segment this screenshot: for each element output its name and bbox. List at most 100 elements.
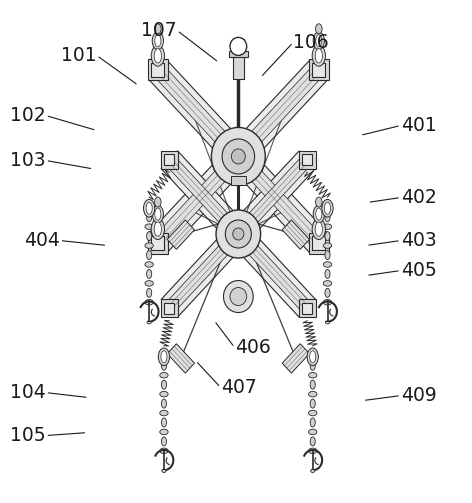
Ellipse shape: [145, 262, 153, 267]
Bar: [302, 154, 312, 165]
Text: 107: 107: [142, 21, 177, 40]
Circle shape: [230, 288, 247, 305]
Ellipse shape: [310, 361, 315, 370]
Ellipse shape: [310, 351, 316, 363]
Text: 406: 406: [235, 338, 270, 357]
Bar: [169, 233, 239, 309]
Text: 106: 106: [293, 33, 329, 52]
Ellipse shape: [154, 222, 161, 236]
Bar: [299, 299, 316, 317]
Text: 407: 407: [221, 378, 256, 397]
Bar: [229, 147, 328, 253]
Ellipse shape: [145, 281, 153, 286]
Bar: [161, 151, 246, 243]
Ellipse shape: [154, 49, 161, 63]
Ellipse shape: [151, 219, 164, 239]
Ellipse shape: [309, 429, 317, 435]
Ellipse shape: [312, 45, 326, 66]
Circle shape: [216, 210, 261, 258]
Text: 105: 105: [10, 426, 45, 445]
Text: 102: 102: [10, 106, 45, 125]
Bar: [230, 225, 315, 317]
Text: 403: 403: [401, 231, 437, 250]
Ellipse shape: [161, 361, 167, 370]
Ellipse shape: [147, 213, 152, 222]
Bar: [312, 63, 325, 77]
Ellipse shape: [155, 24, 161, 34]
Ellipse shape: [155, 197, 161, 207]
Ellipse shape: [323, 243, 332, 248]
Ellipse shape: [147, 232, 152, 240]
Bar: [229, 60, 328, 166]
Ellipse shape: [160, 410, 168, 416]
Bar: [229, 51, 248, 57]
Ellipse shape: [158, 348, 169, 366]
Bar: [299, 151, 316, 169]
Bar: [302, 303, 312, 314]
Circle shape: [222, 139, 254, 174]
Ellipse shape: [309, 448, 317, 454]
Bar: [152, 63, 164, 77]
Ellipse shape: [316, 208, 322, 220]
Bar: [167, 220, 194, 249]
Ellipse shape: [151, 45, 164, 66]
Ellipse shape: [325, 288, 330, 297]
Bar: [233, 39, 244, 79]
Bar: [152, 236, 164, 250]
Ellipse shape: [313, 205, 324, 223]
Ellipse shape: [143, 199, 155, 217]
Ellipse shape: [147, 288, 152, 297]
Ellipse shape: [323, 299, 332, 305]
Ellipse shape: [145, 243, 153, 248]
Ellipse shape: [161, 399, 167, 408]
Bar: [236, 155, 320, 245]
Ellipse shape: [155, 208, 161, 220]
Ellipse shape: [160, 373, 168, 378]
Ellipse shape: [145, 224, 153, 229]
Bar: [169, 158, 239, 235]
Bar: [156, 68, 240, 158]
Ellipse shape: [312, 219, 326, 239]
Ellipse shape: [309, 373, 317, 378]
Text: 103: 103: [10, 151, 45, 170]
Bar: [161, 151, 177, 169]
Ellipse shape: [311, 469, 315, 472]
Bar: [161, 225, 246, 317]
Ellipse shape: [161, 380, 167, 389]
Ellipse shape: [310, 418, 315, 427]
Ellipse shape: [316, 24, 322, 34]
Ellipse shape: [161, 437, 167, 446]
Bar: [236, 68, 320, 158]
Bar: [148, 232, 168, 254]
Ellipse shape: [147, 270, 152, 279]
Ellipse shape: [323, 262, 332, 267]
Ellipse shape: [310, 399, 315, 408]
Ellipse shape: [323, 224, 332, 229]
Bar: [148, 59, 168, 80]
Ellipse shape: [152, 205, 163, 223]
Ellipse shape: [161, 418, 167, 427]
Bar: [282, 220, 310, 249]
Circle shape: [231, 149, 245, 164]
Text: 405: 405: [401, 261, 437, 280]
Bar: [282, 344, 310, 373]
Bar: [231, 177, 246, 186]
Ellipse shape: [323, 281, 332, 286]
Ellipse shape: [325, 213, 330, 222]
Ellipse shape: [316, 197, 322, 207]
Ellipse shape: [325, 250, 330, 260]
Ellipse shape: [309, 391, 317, 397]
Ellipse shape: [147, 321, 151, 324]
Circle shape: [233, 228, 244, 240]
Ellipse shape: [146, 202, 152, 214]
Bar: [309, 59, 329, 80]
Bar: [161, 299, 177, 317]
Bar: [149, 60, 247, 166]
Bar: [164, 154, 175, 165]
Ellipse shape: [309, 410, 317, 416]
Ellipse shape: [152, 32, 163, 50]
Bar: [167, 344, 194, 373]
Text: 409: 409: [401, 386, 437, 405]
Bar: [156, 155, 240, 245]
Ellipse shape: [310, 437, 315, 446]
